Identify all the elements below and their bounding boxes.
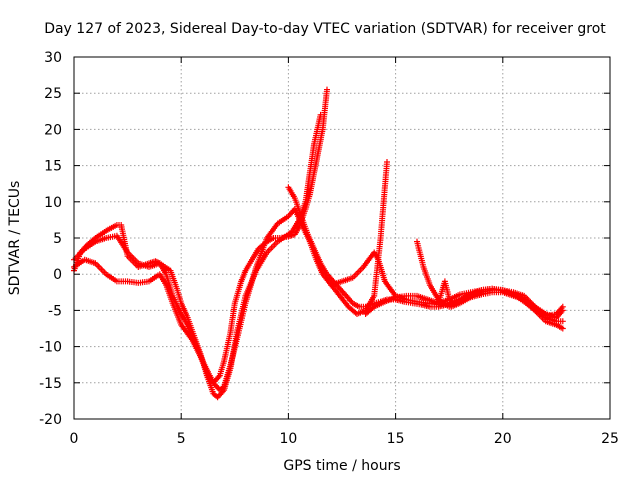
series-track-2: [71, 111, 324, 401]
data-point-markers: [71, 159, 390, 393]
series-track-3: [71, 159, 390, 393]
data-point-markers: [71, 111, 324, 401]
x-tick-label: 20: [494, 431, 512, 447]
x-tick-label: 15: [387, 431, 405, 447]
y-tick-label: 20: [44, 122, 62, 138]
grid: [74, 57, 610, 419]
chart-title: Day 127 of 2023, Sidereal Day-to-day VTE…: [44, 21, 606, 37]
y-tick-label: -15: [39, 376, 62, 392]
y-tick-label: 25: [44, 86, 62, 102]
x-axis-label: GPS time / hours: [283, 458, 400, 474]
series-track-8: [435, 278, 566, 325]
y-tick-label: -10: [39, 340, 62, 356]
x-tick-label: 0: [70, 431, 79, 447]
axis-ticks: 0 5 10 15 20 25 -20 -15 -10 -5 0 5 10 15 20 25 30: [39, 50, 619, 447]
y-tick-label: 15: [44, 159, 62, 175]
data-point-markers: [435, 278, 566, 325]
x-tick-label: 5: [177, 431, 186, 447]
y-axis-label: SDTVAR / TECUs: [7, 181, 23, 296]
data-series: [71, 86, 566, 401]
y-tick-label: 0: [53, 267, 62, 283]
y-tick-label: 5: [53, 231, 62, 247]
y-tick-label: 30: [44, 50, 62, 66]
x-tick-label: 10: [279, 431, 297, 447]
y-tick-label: -5: [48, 303, 62, 319]
x-tick-label: 25: [601, 431, 619, 447]
y-tick-label: 10: [44, 195, 62, 211]
y-tick-label: -20: [39, 412, 62, 428]
